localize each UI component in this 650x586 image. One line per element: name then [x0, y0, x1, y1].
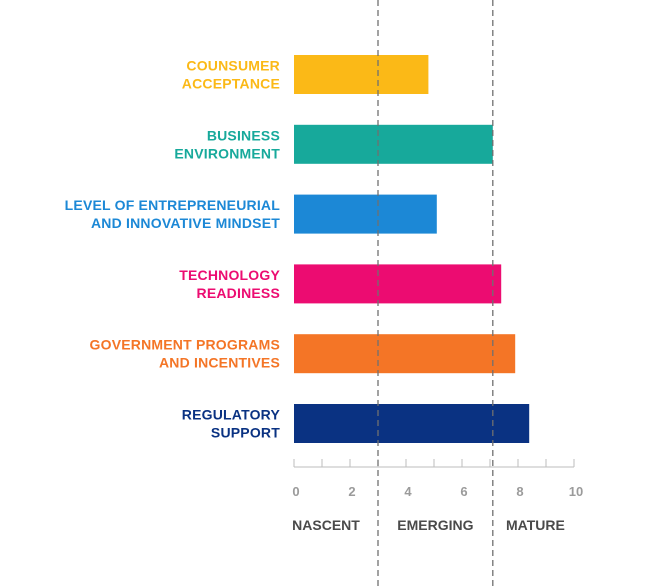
bar-5 — [294, 334, 516, 374]
category-label-5-line-1: GOVERNMENT PROGRAMS — [90, 337, 280, 353]
x-tick-label-0: 0 — [292, 484, 299, 499]
zone-label-mature: MATURE — [506, 517, 565, 533]
bar-3 — [294, 194, 437, 234]
category-label-4-line-2: READINESS — [197, 285, 280, 301]
category-label-2-line-1: BUSINESS — [207, 127, 280, 143]
bar-1 — [294, 55, 429, 94]
zone-label-nascent: NASCENT — [292, 517, 360, 533]
category-label-5-line-2: AND INCENTIVES — [159, 355, 280, 371]
x-tick-label-8: 8 — [516, 484, 523, 499]
x-tick-label-6: 6 — [460, 484, 467, 499]
category-label-1-line-1: COUNSUMER — [186, 58, 280, 74]
category-label-6-line-1: REGULATORY — [182, 407, 281, 423]
zone-label-emerging: EMERGING — [397, 517, 473, 533]
category-label-6-line-2: SUPPORT — [211, 425, 280, 441]
bar-4 — [294, 264, 502, 304]
category-label-2-line-2: ENVIRONMENT — [174, 145, 280, 161]
bars — [294, 55, 530, 443]
category-labels: COUNSUMER ACCEPTANCE BUSINESS ENVIRONMENT LE… — [65, 58, 281, 441]
category-label-3-line-1: LEVEL OF ENTREPRENEURIAL — [65, 197, 281, 213]
bar-2 — [294, 124, 493, 164]
category-label-1-line-2: ACCEPTANCE — [182, 76, 280, 92]
maturity-zones: NASCENT EMERGING MATURE — [292, 0, 565, 586]
x-tick-label-4: 4 — [404, 484, 412, 499]
x-tick-label-2: 2 — [348, 484, 355, 499]
category-label-3-line-2: AND INNOVATIVE MINDSET — [91, 215, 280, 231]
bar-6 — [294, 404, 530, 443]
category-label-4-line-1: TECHNOLOGY — [179, 267, 280, 283]
x-axis: 0 2 4 6 8 10 — [292, 459, 583, 499]
x-tick-label-10: 10 — [569, 484, 583, 499]
